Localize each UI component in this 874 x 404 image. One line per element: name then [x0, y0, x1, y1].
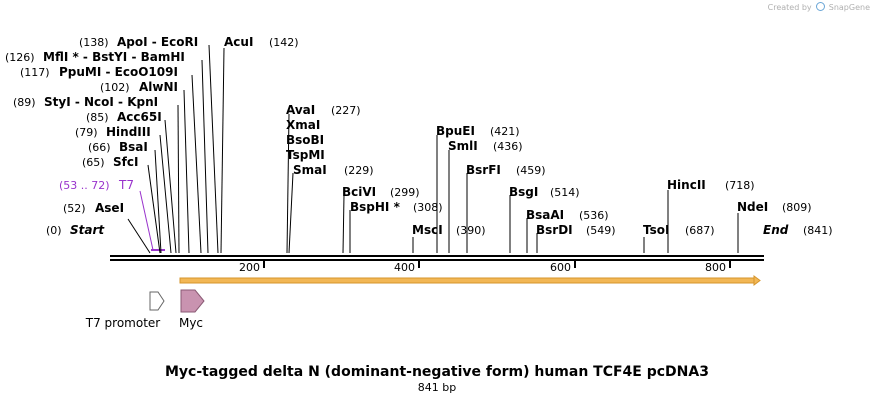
t7-primer-leader — [139, 190, 154, 251]
site-label[interactable]: HindIII — [106, 125, 151, 139]
site-label[interactable]: BsaAI — [526, 208, 564, 222]
pos-label: (89) — [13, 96, 36, 109]
site-label[interactable]: BsgI — [509, 185, 538, 199]
leader-acui — [220, 47, 225, 254]
leader-alwni — [183, 89, 190, 254]
pos-label: (229) — [344, 164, 374, 177]
site-label[interactable]: MflI * - BstYI - BamHI — [43, 50, 185, 64]
pos-label: (126) — [5, 51, 35, 64]
pos-label: (299) — [390, 186, 420, 199]
leader-bcivi — [342, 194, 345, 254]
site-label[interactable]: BspHI * — [350, 200, 401, 214]
leader-smai — [288, 172, 294, 254]
site-label[interactable]: PpuMI - EcoO109I — [59, 65, 178, 79]
site-label[interactable]: XmaI — [286, 118, 320, 132]
leader-acc65i — [164, 119, 177, 254]
pos-label: (514) — [550, 186, 580, 199]
site-label[interactable]: MscI — [412, 223, 443, 237]
leader-kpni — [177, 104, 180, 254]
leader-bamhi — [201, 59, 209, 254]
pos-label: (79) — [75, 126, 98, 139]
t7-label[interactable]: T7 — [118, 178, 134, 192]
site-label[interactable]: HincII — [667, 178, 706, 192]
ruler-label: 400 — [394, 261, 415, 274]
ruler: 200 400 600 800 — [239, 261, 731, 274]
myc-label: Myc — [179, 316, 203, 330]
pos-label: (436) — [493, 140, 523, 153]
myc-feature[interactable]: Myc — [179, 289, 205, 330]
leader-hindiii — [159, 134, 172, 254]
site-label[interactable]: BsrFI — [466, 163, 501, 177]
site-label[interactable]: AseI — [95, 201, 124, 215]
credit-brand: SnapGene — [828, 3, 870, 12]
start-label: Start — [70, 223, 105, 237]
leader-ava-group — [286, 113, 290, 254]
map-title: Myc-tagged delta N (dominant-negative fo… — [165, 364, 709, 380]
pos-label: (142) — [269, 36, 299, 49]
site-label[interactable]: NdeI — [737, 200, 768, 214]
ruler-label: 200 — [239, 261, 260, 274]
orf-feature[interactable] — [179, 275, 761, 286]
map-length: 841 bp — [417, 381, 457, 394]
site-leaders — [127, 44, 739, 254]
pos-label: (52) — [63, 202, 86, 215]
site-label[interactable]: AlwNI — [139, 80, 178, 94]
pos-label: (102) — [100, 81, 130, 94]
pos-label: (687) — [685, 224, 715, 237]
pos-label: (66) — [88, 141, 111, 154]
site-label[interactable]: AvaI — [286, 103, 315, 117]
pos-label: (549) — [586, 224, 616, 237]
ruler-label: 800 — [705, 261, 726, 274]
site-label[interactable]: ApoI - EcoRI — [117, 35, 198, 49]
site-label[interactable]: SmlI — [448, 139, 478, 153]
pos-label: (85) — [86, 111, 109, 124]
t7-promoter-arrow-icon — [149, 291, 165, 311]
site-label[interactable]: BpuEI — [436, 124, 475, 138]
site-label[interactable]: TsoI — [643, 223, 669, 237]
t7-promoter-feature[interactable]: T7 promoter — [85, 291, 165, 330]
leader-sfci — [147, 164, 161, 254]
pos-label: (536) — [579, 209, 609, 222]
left-site-labels: (138) ApoI - EcoRI AcuI (142) (126) MflI… — [5, 35, 299, 215]
pos-label: (138) — [79, 36, 109, 49]
t7-primer[interactable] — [139, 190, 165, 251]
orf-arrowhead — [753, 275, 761, 286]
leader-ecori — [208, 44, 219, 254]
pos-label: (718) — [725, 179, 755, 192]
pos-label: (65) — [82, 156, 105, 169]
site-label[interactable]: BciVI — [342, 185, 376, 199]
site-label[interactable]: AcuI — [224, 35, 253, 49]
site-label[interactable]: BsaI — [119, 140, 148, 154]
end-label: End — [763, 223, 789, 237]
start-pos: (0) — [46, 224, 62, 237]
leader-bsai — [154, 149, 162, 254]
orf-bar — [179, 277, 755, 284]
t7-pos-label: (53 .. 72) — [59, 179, 110, 192]
pos-label: (421) — [490, 125, 520, 138]
site-label[interactable]: Acc65I — [117, 110, 162, 124]
end-pos: (841) — [803, 224, 833, 237]
site-label[interactable]: SfcI — [113, 155, 138, 169]
site-label[interactable]: TspMI — [286, 148, 325, 162]
pos-label: (117) — [20, 66, 50, 79]
site-label[interactable]: BsrDI — [536, 223, 573, 237]
right-site-labels: AvaI (227) XmaI BsoBI TspMI SmaI (229) B… — [286, 103, 812, 237]
snapgene-logo-icon — [816, 2, 826, 11]
pos-label: (390) — [456, 224, 486, 237]
site-label[interactable]: BsoBI — [286, 133, 324, 147]
t7-promoter-label: T7 promoter — [85, 316, 161, 330]
credit-prefix: Created by — [767, 3, 812, 12]
pos-label: (308) — [413, 201, 443, 214]
site-label[interactable]: StyI - NcoI - KpnI — [44, 95, 158, 109]
ruler-label: 600 — [550, 261, 571, 274]
myc-arrow-icon — [180, 289, 205, 313]
snapgene-credit: Created by SnapGene — [768, 2, 870, 12]
pos-label: (459) — [516, 164, 546, 177]
leader-ecoo109i — [191, 74, 202, 254]
pos-label: (227) — [331, 104, 361, 117]
site-label[interactable]: SmaI — [293, 163, 327, 177]
pos-label: (809) — [782, 201, 812, 214]
leader-asei — [127, 218, 151, 254]
